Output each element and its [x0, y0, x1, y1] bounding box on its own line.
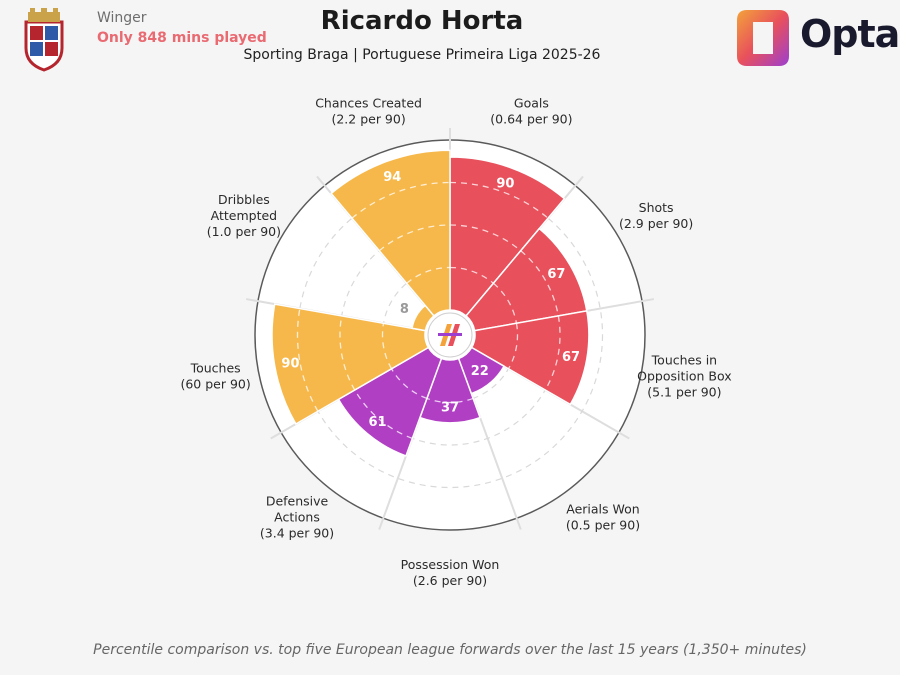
bar-gridline — [406, 266, 451, 284]
category-label: Shots (2.9 per 90) — [619, 200, 693, 231]
category-label: Possession Won (2.6 per 90) — [401, 557, 500, 588]
bar-gridline — [520, 250, 559, 317]
bar-gridline — [390, 368, 428, 400]
value-label: 94 — [383, 170, 401, 185]
bar-gridline — [449, 181, 549, 219]
opta-logo-icon — [737, 10, 789, 66]
category-label: Dribbles Attempted (1.0 per 90) — [207, 192, 281, 239]
value-label: 67 — [562, 350, 580, 365]
bar-shots — [465, 227, 588, 332]
category-label: Touches in Opposition Box (5.1 per 90) — [637, 352, 732, 399]
category-label: Chances Created (2.2 per 90) — [315, 95, 422, 126]
page-subtitle: Sporting Braga | Portuguese Primeira Lig… — [243, 47, 601, 63]
bars — [271, 149, 590, 457]
bar-gridline — [296, 308, 319, 412]
bar-touches-in — [470, 310, 590, 406]
player-role: Winger — [97, 10, 147, 26]
bar-gridline — [426, 397, 474, 404]
value-label: 67 — [547, 267, 565, 282]
bar-possession-won — [418, 357, 482, 424]
bar-gridline — [492, 282, 518, 324]
value-label: 61 — [369, 415, 387, 430]
bar-goals — [449, 156, 566, 317]
minutes-played-note: Only 848 mins played — [97, 30, 267, 46]
bar-touches — [271, 303, 430, 426]
bar-gridline — [378, 224, 451, 252]
bar-gridline — [351, 181, 451, 219]
bar-gridline — [381, 323, 393, 370]
bar-gridline — [449, 266, 494, 284]
value-label: 90 — [281, 357, 299, 372]
bar-gridline — [507, 323, 519, 370]
bar-gridline — [449, 224, 522, 252]
bar-defensive — [337, 346, 443, 457]
value-label: 90 — [496, 176, 514, 191]
bar-gridline — [354, 389, 413, 439]
club-crest-icon — [24, 8, 64, 72]
methodology-footnote: Percentile comparison vs. top five Europ… — [93, 642, 807, 658]
bar-gridline — [544, 315, 561, 391]
center-opta-mark-icon — [427, 312, 473, 358]
value-label: 22 — [471, 364, 489, 379]
value-label: 37 — [441, 400, 459, 415]
bar-gridline — [339, 315, 356, 391]
opta-brand-name: Opta — [800, 12, 900, 56]
category-label: Defensive Actions (3.4 per 90) — [260, 493, 334, 540]
value-label: 8 — [400, 302, 409, 317]
category-label: Aerials Won (0.5 per 90) — [566, 501, 640, 532]
category-label: Touches (60 per 90) — [180, 360, 250, 391]
page-title: Ricardo Horta — [320, 6, 524, 36]
category-label: Goals (0.64 per 90) — [490, 95, 572, 126]
